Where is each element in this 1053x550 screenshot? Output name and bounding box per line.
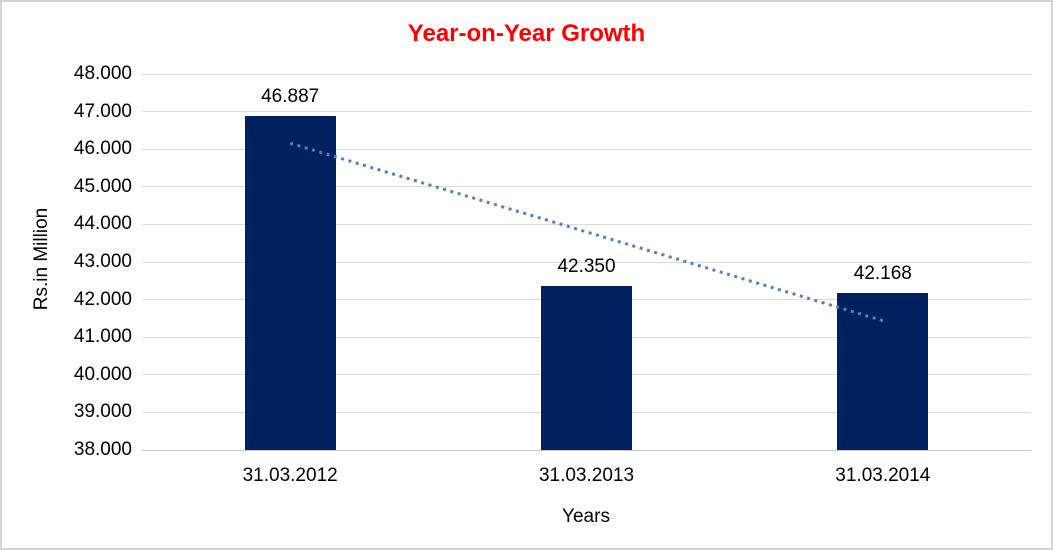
x-axis-line	[142, 450, 1031, 451]
gridline	[142, 223, 1031, 225]
gridline	[142, 111, 1031, 113]
y-tick-label: 44.000	[73, 213, 132, 235]
trendline	[289, 141, 884, 323]
y-tick-label: 39.000	[73, 401, 132, 423]
y-tick-label: 48.000	[73, 63, 132, 84]
bar-data-label: 42.168	[853, 263, 912, 285]
chart-title: Year-on-Year Growth	[407, 20, 646, 47]
bar	[244, 115, 336, 450]
y-tick-label: 45.000	[73, 175, 132, 197]
y-tick-label: 46.000	[73, 138, 132, 160]
bar	[541, 286, 632, 450]
bar-data-label: 42.350	[557, 256, 616, 278]
gridline	[142, 261, 1031, 263]
y-tick-label: 42.000	[73, 288, 132, 310]
x-category-label: 31.03.2013	[538, 465, 635, 486]
x-category-label: 31.03.2012	[242, 465, 338, 486]
y-tick-label: 43.000	[73, 251, 132, 272]
gridline	[142, 148, 1031, 150]
y-tick-label: 40.000	[73, 363, 132, 385]
gridline	[142, 73, 1031, 75]
y-tick-label: 38.000	[73, 439, 132, 460]
x-category-label: 31.03.2014	[835, 465, 931, 486]
x-axis-title: Years	[562, 506, 610, 527]
y-tick-label: 41.000	[73, 326, 132, 348]
y-tick-label: 47.000	[73, 100, 132, 122]
gridline	[142, 186, 1031, 188]
bar-data-label: 46.887	[261, 85, 320, 107]
